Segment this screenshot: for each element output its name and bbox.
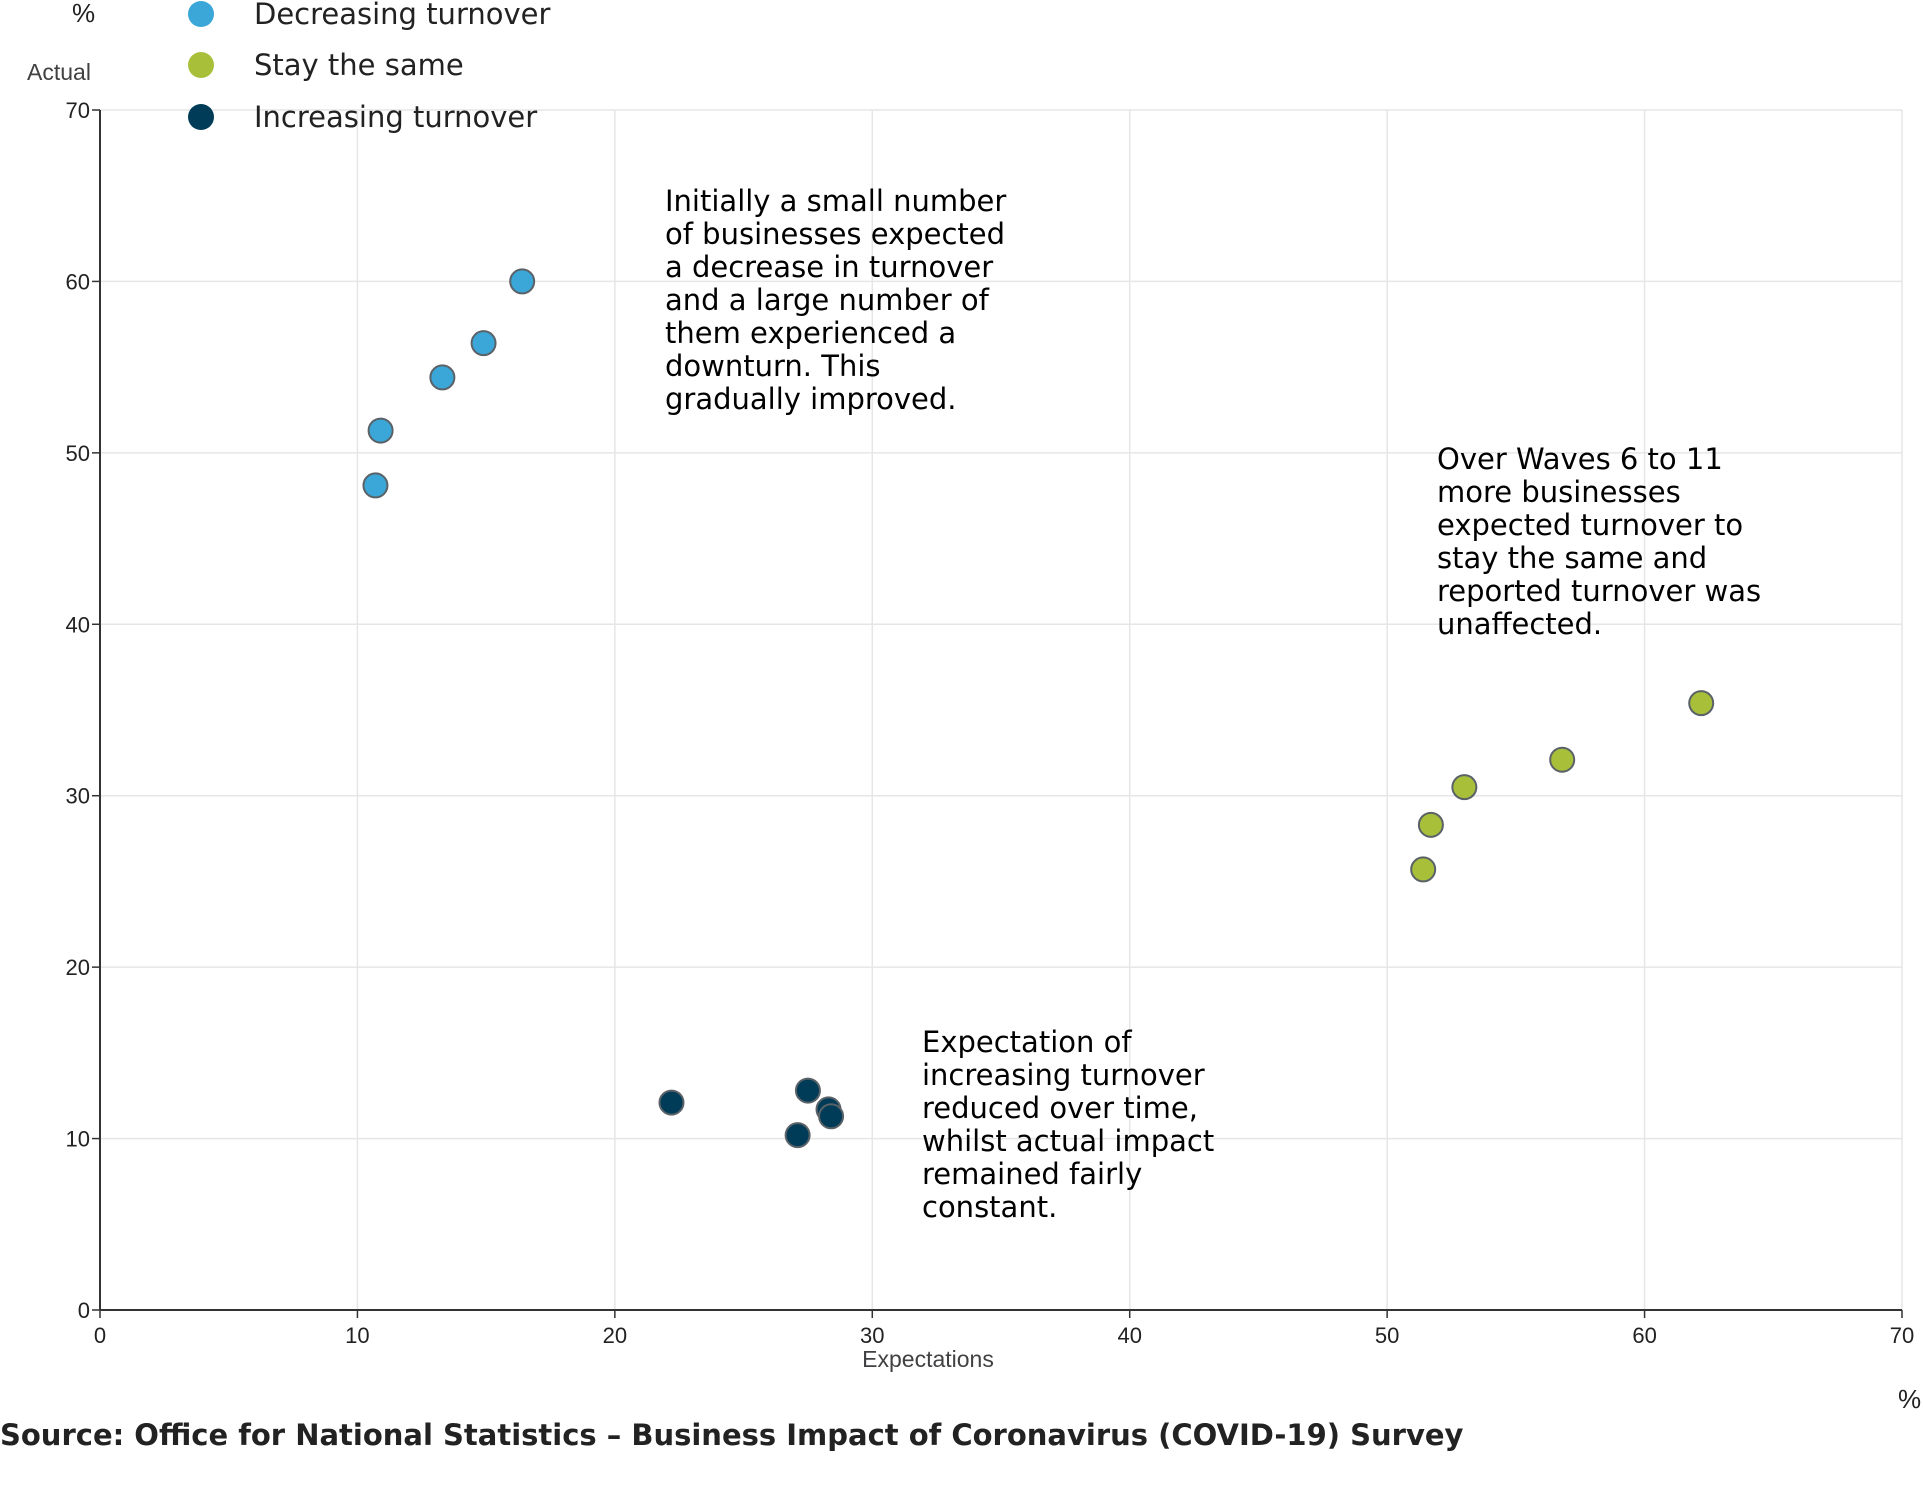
legend-label: Decreasing turnover — [254, 0, 550, 31]
data-point — [367, 417, 394, 444]
annotation-line: constant. — [922, 1190, 1057, 1224]
y-tick-label: 60 — [66, 269, 90, 294]
data-point — [1549, 746, 1576, 773]
legend-marker — [188, 104, 214, 130]
legend-label: Stay the same — [254, 48, 464, 82]
x-tick-label: 70 — [1890, 1323, 1914, 1348]
data-point — [1688, 690, 1715, 717]
data-point — [1410, 856, 1437, 883]
data-point — [1417, 811, 1444, 838]
y-tick-label: 70 — [66, 98, 90, 123]
y-tick-label: 20 — [66, 955, 90, 980]
x-unit-label: % — [1898, 1384, 1921, 1414]
annotation-line: of businesses expected — [665, 217, 1005, 251]
annotation-line: Expectation of — [922, 1025, 1132, 1059]
x-tick-label: 0 — [94, 1323, 106, 1348]
y-tick-label: 40 — [66, 612, 90, 637]
data-point — [818, 1103, 845, 1130]
x-tick-label: 30 — [860, 1323, 884, 1348]
annotation-line: whilst actual impact — [922, 1124, 1214, 1158]
annotation-line: expected turnover to — [1437, 508, 1743, 542]
data-point — [1451, 774, 1478, 801]
annotation-line: unaffected. — [1437, 607, 1602, 641]
legend: Decreasing turnover Stay the same Increasi… — [188, 0, 550, 134]
annotation-line: gradually improved. — [665, 382, 957, 416]
data-point — [509, 268, 536, 295]
annotation-line: Initially a small number — [665, 184, 1006, 218]
grid-lines — [100, 109, 1903, 1310]
annotation-line: Over Waves 6 to 11 — [1437, 442, 1723, 476]
x-axis-title: Expectations — [862, 1346, 994, 1372]
data-point — [470, 330, 497, 357]
data-point — [658, 1089, 685, 1116]
annotation-line: reported turnover was — [1437, 574, 1761, 608]
annotation-line: and a large number of — [665, 283, 990, 317]
data-point — [429, 364, 456, 391]
y-tick-label: 30 — [66, 784, 90, 809]
legend-marker — [188, 52, 214, 78]
y-unit-label: % — [72, 0, 95, 28]
x-tick-label: 10 — [345, 1323, 369, 1348]
annotation-line: a decrease in turnover — [665, 250, 993, 284]
annotation-text: Initially a small number of businesses ex… — [665, 184, 1006, 416]
annotation-line: downturn. This — [665, 349, 881, 383]
tick-labels: 0 10 20 30 40 50 60 70 0 10 20 30 40 50 60 70 — [66, 98, 1915, 1348]
annotation-text: Over Waves 6 to 11 more businesses expecte… — [1437, 442, 1761, 641]
axes — [92, 109, 1903, 1318]
y-tick-label: 50 — [66, 441, 90, 466]
annotation-line: remained fairly — [922, 1157, 1142, 1191]
data-point — [784, 1122, 811, 1149]
x-tick-label: 20 — [603, 1323, 627, 1348]
data-point — [794, 1077, 821, 1104]
data-points — [362, 268, 1715, 1149]
annotation-text: Expectation of increasing turnover reduced… — [922, 1025, 1214, 1224]
legend-label: Increasing turnover — [254, 100, 537, 134]
annotations: Initially a small number of businesses ex… — [665, 184, 1761, 1224]
annotation-line: reduced over time, — [922, 1091, 1198, 1125]
data-point — [362, 472, 389, 499]
annotation-line: stay the same and — [1437, 541, 1707, 575]
legend-marker — [188, 1, 214, 27]
y-tick-label: 10 — [66, 1127, 90, 1152]
source-note: Source: Office for National Statistics –… — [0, 1418, 1464, 1452]
annotation-line: increasing turnover — [922, 1058, 1205, 1092]
annotation-line: more businesses — [1437, 475, 1681, 509]
y-axis-title: Actual — [27, 59, 91, 85]
x-tick-label: 40 — [1117, 1323, 1141, 1348]
x-tick-label: 50 — [1375, 1323, 1399, 1348]
x-tick-label: 60 — [1632, 1323, 1656, 1348]
y-tick-label: 0 — [78, 1298, 90, 1323]
annotation-line: them experienced a — [665, 316, 956, 350]
